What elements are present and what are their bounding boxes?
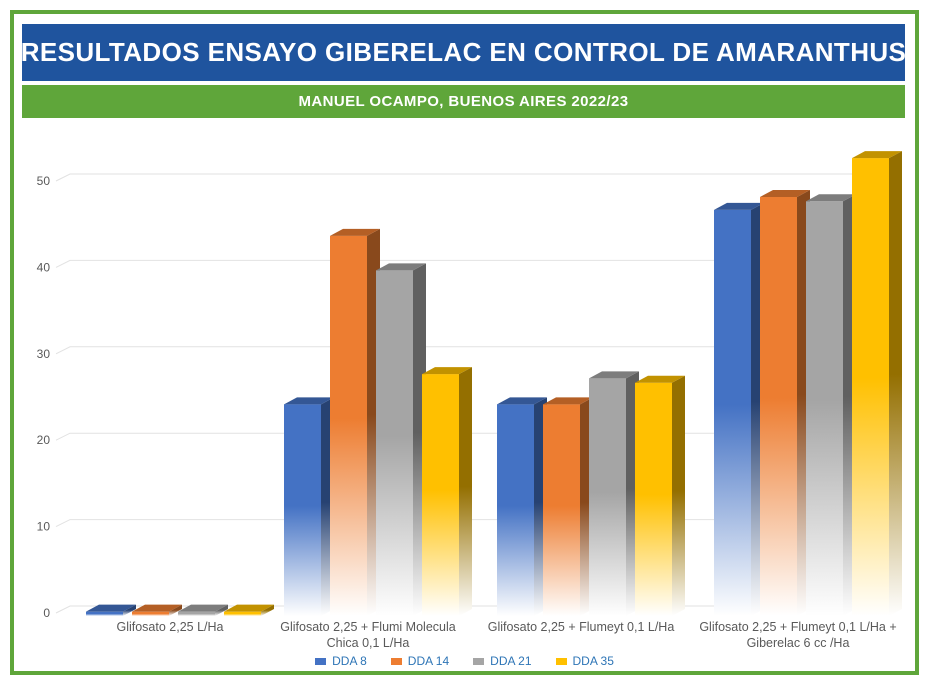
bar-front-face	[224, 611, 261, 616]
bar-front-face	[376, 270, 413, 616]
bar-front-face	[852, 158, 889, 616]
bar	[178, 604, 228, 616]
legend-label: DDA 21	[490, 654, 532, 668]
title-banner: RESULTADOS ENSAYO GIBERELAC EN CONTROL D…	[20, 24, 907, 81]
bar	[330, 228, 380, 616]
bar-front-face	[86, 611, 123, 616]
bar-front-face	[422, 374, 459, 616]
bar-top-face	[497, 397, 547, 405]
category-label: Glifosato 2,25 L/Ha	[116, 620, 223, 634]
bar-side-face	[123, 604, 136, 616]
chart-legend: DDA 8 DDA 14 DDA 21 DDA 35	[0, 652, 929, 670]
bar-group	[284, 228, 472, 616]
category-label: Glifosato 2,25 + Flumeyt 0,1 L/Ha + Giber…	[699, 620, 896, 650]
page-title: RESULTADOS ENSAYO GIBERELAC EN CONTROL D…	[20, 37, 907, 67]
bar-top-face	[422, 367, 472, 375]
page-subtitle: MANUEL OCAMPO, BUENOS AIRES 2022/23	[298, 93, 629, 110]
bar	[132, 604, 182, 616]
legend-swatch	[473, 657, 485, 665]
bar-side-face	[215, 604, 228, 616]
bar-top-face	[852, 151, 902, 159]
bar-top-face	[714, 202, 764, 210]
legend-item: DDA 35	[555, 654, 614, 668]
bar-front-face	[284, 404, 321, 616]
bar	[852, 151, 902, 616]
bar	[422, 367, 472, 616]
bar-side-face	[169, 604, 182, 616]
bar-top-face	[635, 375, 685, 383]
category-label: Glifosato 2,25 + Flumeyt 0,1 L/Ha	[488, 620, 675, 634]
y-tick-label: 30	[37, 347, 51, 361]
legend-label: DDA 8	[332, 654, 367, 668]
bar-side-face	[889, 151, 902, 616]
bar-front-face	[635, 382, 672, 616]
legend-swatch	[390, 657, 402, 665]
bar-side-face	[459, 367, 472, 616]
bar-front-face	[330, 235, 367, 616]
legend-label: DDA 35	[572, 654, 614, 668]
bar-front-face	[132, 611, 169, 616]
bar-front-face	[806, 201, 843, 616]
y-tick-label: 40	[37, 260, 51, 274]
bar-top-face	[178, 604, 228, 612]
bar	[224, 604, 274, 616]
bar-top-face	[589, 371, 639, 379]
bar-top-face	[543, 397, 593, 405]
legend-label: DDA 14	[407, 654, 450, 668]
y-tick-label: 10	[37, 520, 51, 534]
legend-swatch	[315, 657, 327, 665]
bar-top-face	[806, 194, 856, 202]
bar-front-face	[760, 196, 797, 616]
outer-border	[10, 10, 919, 675]
legend-swatch	[555, 657, 567, 665]
bar	[760, 189, 810, 616]
bar-front-face	[543, 404, 580, 616]
subtitle-banner: MANUEL OCAMPO, BUENOS AIRES 2022/23	[22, 85, 905, 118]
bar-front-face	[589, 378, 626, 616]
bar	[86, 604, 136, 616]
y-tick-label: 0	[43, 606, 50, 620]
bar-front-face	[178, 611, 215, 616]
legend-item: DDA 21	[473, 654, 532, 668]
bar-top-face	[132, 604, 182, 612]
bar-top-face	[330, 228, 380, 236]
legend-item: DDA 14	[390, 654, 450, 668]
y-tick-label: 20	[37, 433, 51, 447]
category-label: Glifosato 2,25 + Flumi Molecula Chica 0,1…	[280, 620, 455, 650]
bar-group	[714, 151, 902, 617]
bar-top-face	[224, 604, 274, 612]
gridline	[55, 259, 893, 268]
gridline	[55, 346, 893, 355]
bar-side-face	[261, 604, 274, 616]
bar-group	[497, 371, 685, 616]
bar-top-face	[376, 263, 426, 271]
bar-front-face	[497, 404, 534, 616]
bar	[635, 375, 685, 616]
bar-top-face	[760, 189, 810, 197]
bar-front-face	[714, 209, 751, 617]
legend-item: DDA 8	[315, 654, 367, 668]
bar	[284, 397, 334, 616]
bar-top-face	[86, 604, 136, 612]
gridline	[55, 173, 893, 182]
y-tick-label: 50	[37, 174, 51, 188]
bar-top-face	[284, 397, 334, 405]
bar-group	[86, 604, 274, 616]
bar-side-face	[672, 375, 685, 616]
